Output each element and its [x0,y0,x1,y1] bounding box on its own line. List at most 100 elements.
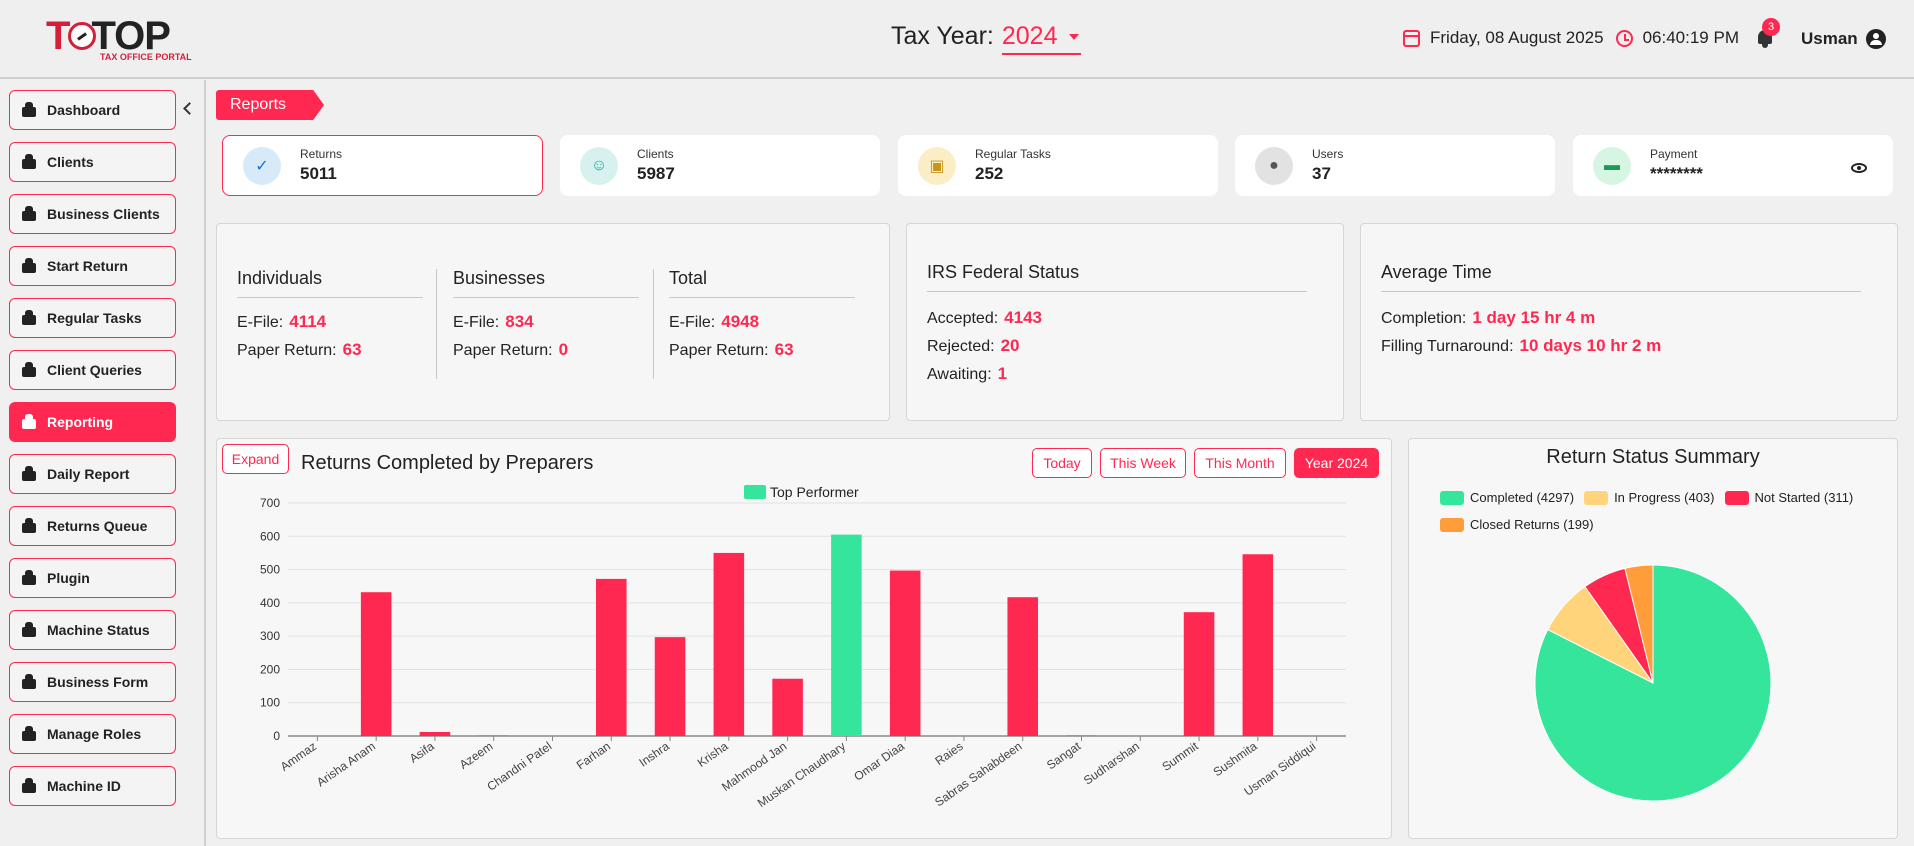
notification-badge[interactable]: 3 [1762,18,1780,36]
x-tick-label: Farhan [574,739,613,772]
pie-chart [1534,564,1772,802]
queue-icon [20,517,38,535]
paper-value: 63 [774,340,794,359]
avg-completion: Completion: 1 day 15 hr 4 m [1381,308,1861,328]
legend-swatch [744,485,766,499]
x-tick-label: Asifa [407,739,437,766]
bar[interactable] [1066,735,1097,736]
sidebar-item-returns-queue[interactable]: Returns Queue [9,506,176,546]
bell-clapper [1762,44,1768,48]
x-tick-label: Azeem [457,739,496,772]
pie-legend-item[interactable]: Closed Returns (199) [1440,517,1594,532]
bar[interactable] [1242,554,1274,736]
eye-icon[interactable] [1851,163,1867,173]
user-menu[interactable]: Usman [1801,29,1886,49]
legend-label: Not Started (311) [1754,490,1854,505]
stat-value: 37 [1312,164,1331,183]
stat-label: Payment [1650,147,1698,161]
efile-label: E-File: [669,314,716,331]
sidebar-item-business-form[interactable]: Business Form [9,662,176,702]
x-tick-label: Chandni Patel [484,739,554,794]
bar[interactable] [713,552,745,736]
stat-card-clients[interactable]: ☺ Clients 5987 [560,135,880,196]
y-tick-label: 600 [260,529,280,543]
sidebar-item-daily-report[interactable]: Daily Report [9,454,176,494]
sidebar-item-label: Manage Roles [47,726,142,742]
bar[interactable] [1007,597,1039,736]
sidebar-item-label: Machine ID [47,778,121,794]
building-icon [20,205,38,223]
pie-legend-item[interactable]: In Progress (403) [1584,490,1715,505]
stat-card-users[interactable]: ● Users 37 [1235,135,1555,196]
user-name: Usman [1801,29,1858,48]
pie-legend-item[interactable]: Completed (4297) [1440,490,1574,505]
sidebar-item-machine-status[interactable]: Machine Status [9,610,176,650]
sidebar-item-machine-id[interactable]: Machine ID [9,766,176,806]
legend-label: Completed (4297) [1470,490,1575,505]
sidebar-item-business-clients[interactable]: Business Clients [9,194,176,234]
bar[interactable] [419,732,451,736]
y-tick-label: 300 [260,629,280,643]
stat-text: Regular Tasks 252 [975,147,1051,184]
sidebar-item-label: Clients [47,154,94,170]
stat-text: Users 37 [1312,147,1343,184]
sidebar-item-manage-roles[interactable]: Manage Roles [9,714,176,754]
irs-title: IRS Federal Status [927,262,1307,292]
stat-card-regular-tasks[interactable]: ▣ Regular Tasks 252 [898,135,1218,196]
legend-label: Closed Returns (199) [1470,517,1594,532]
bar[interactable] [831,534,862,736]
app-logo[interactable]: T TOP TAX OFFICE PORTAL [46,14,192,66]
y-tick-label: 100 [260,696,280,710]
sidebar-item-label: Plugin [47,570,90,586]
individuals-column: Individuals E-File: 4114 Paper Return: 63 [237,268,423,360]
sidebar-item-dashboard[interactable]: Dashboard [9,90,176,130]
filter-week-button[interactable]: This Week [1100,448,1186,478]
form-icon [20,673,38,691]
turnaround-label: Filling Turnaround: [1381,338,1514,355]
chart-legend[interactable]: Top Performer [744,484,859,500]
y-tick-label: 500 [260,563,280,577]
filter-today-button[interactable]: Today [1032,448,1092,478]
bar[interactable] [772,678,803,736]
bar[interactable] [654,637,686,736]
bar[interactable] [478,735,510,736]
y-tick-label: 200 [260,662,280,676]
logo-subtitle: TAX OFFICE PORTAL [100,52,192,62]
stat-text: Payment ******** [1650,147,1703,184]
filter-month-button[interactable]: This Month [1194,448,1286,478]
sidebar-item-label: Business Clients [47,206,160,222]
stat-card-payment[interactable]: ▬ Payment ******** [1573,135,1893,196]
chat-icon [20,361,38,379]
sidebar-item-plugin[interactable]: Plugin [9,558,176,598]
bar[interactable] [360,592,392,736]
sidebar-item-label: Dashboard [47,102,121,118]
sidebar-item-label: Start Return [47,258,128,274]
bar[interactable] [595,578,627,736]
stat-label: Regular Tasks [975,147,1051,161]
pie-legend-item[interactable]: Not Started (311) [1724,490,1854,505]
efile-label: E-File: [453,314,500,331]
expand-button[interactable]: Expand [222,444,289,474]
awaiting-value: 1 [997,364,1008,383]
x-tick-label: Sushmita [1211,739,1260,779]
x-tick-label: Raies [932,739,965,768]
businesses-column: Businesses E-File: 834 Paper Return: 0 [453,268,639,360]
stat-card-returns[interactable]: ✓ Returns 5011 [222,135,543,196]
sidebar-item-regular-tasks[interactable]: Regular Tasks [9,298,176,338]
avg-time-column: Average Time Completion: 1 day 15 hr 4 m … [1381,262,1861,356]
bar[interactable] [1183,612,1215,736]
legend-label: Top Performer [770,484,859,500]
current-time: 06:40:19 PM [1642,28,1739,47]
users-icon [20,153,38,171]
sidebar-item-start-return[interactable]: Start Return [9,246,176,286]
filter-year-button[interactable]: Year 2024 [1294,448,1379,478]
pie-slice[interactable] [1624,564,1654,684]
sidebar-item-client-queries[interactable]: Client Queries [9,350,176,390]
bar[interactable] [889,570,921,736]
sidebar-item-clients[interactable]: Clients [9,142,176,182]
x-tick-label: Summit [1159,739,1201,774]
sidebar-item-reporting[interactable]: Reporting [9,402,176,442]
tax-year-select[interactable]: 2024 [1001,22,1082,55]
efile-value: 4114 [289,312,327,331]
turnaround-value: 10 days 10 hr 2 m [1519,336,1662,355]
